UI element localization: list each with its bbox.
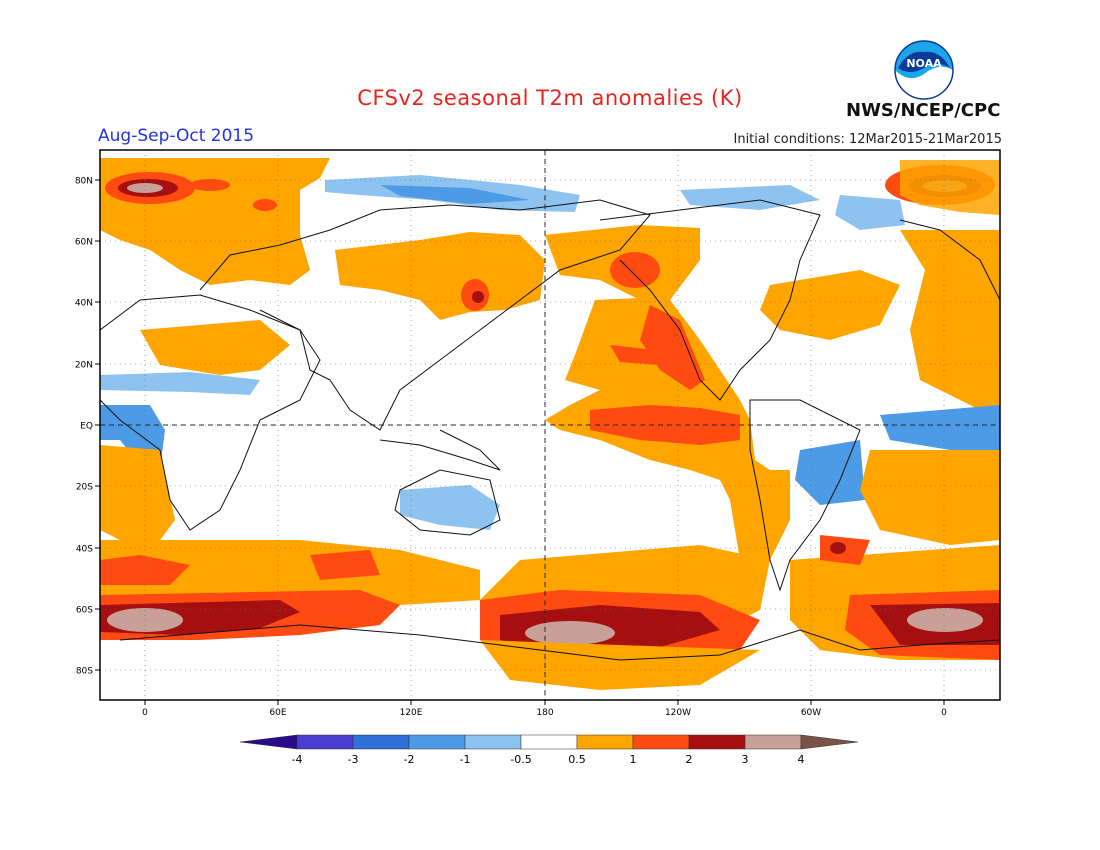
colorbar-label: 2	[686, 753, 693, 766]
colorbar-swatch	[408, 734, 466, 750]
lat-label: 60N	[75, 238, 93, 248]
colorbar-swatch	[352, 734, 410, 750]
anomaly-region	[310, 550, 380, 580]
anomaly-region	[640, 305, 705, 390]
colorbar-label: -0.5	[510, 753, 531, 766]
colorbar-label: -3	[348, 753, 359, 766]
lon-label: 120W	[665, 708, 691, 718]
colorbar-label: 3	[742, 753, 749, 766]
colorbar-swatch	[688, 734, 746, 750]
colorbar-arrow-high	[800, 734, 859, 750]
lat-label: 20N	[75, 361, 93, 371]
anomaly-region	[835, 195, 905, 230]
anomaly-region	[545, 298, 790, 590]
anomaly-region	[610, 252, 660, 288]
anomaly-region	[253, 199, 277, 211]
lat-label: 60S	[76, 606, 93, 616]
map-title: CFSv2 seasonal T2m anomalies (K)	[357, 86, 743, 110]
lon-label: 180	[536, 708, 553, 718]
anomaly-region	[100, 445, 175, 540]
lon-label: 0	[941, 708, 947, 718]
colorbar-label: 4	[798, 753, 805, 766]
initial-conditions: Initial conditions: 12Mar2015-21Mar2015	[733, 132, 1003, 147]
colorbar-swatch	[576, 734, 634, 750]
latitude-labels: 80N 60N 40N 20N EQ 20S 40S 60S 80S	[75, 177, 100, 677]
anomaly-region	[610, 345, 660, 365]
colorbar-label: -4	[292, 753, 303, 766]
anomaly-region	[335, 232, 545, 320]
lat-label: 80S	[76, 667, 93, 677]
anomaly-region	[190, 179, 230, 191]
anomaly-region	[140, 320, 290, 375]
anomaly-region	[100, 372, 260, 395]
anomaly-region	[400, 485, 500, 530]
colorbar-label: -1	[460, 753, 471, 766]
anomaly-region	[880, 405, 1000, 450]
lat-label: 80N	[75, 177, 93, 187]
colorbar-swatch	[744, 734, 802, 750]
anomaly-region	[760, 270, 900, 340]
anomaly-region	[830, 542, 846, 554]
agency-label: NWS/NCEP/CPC	[846, 100, 1001, 121]
lon-label: 0	[142, 708, 148, 718]
anomaly-region	[472, 291, 484, 303]
colorbar-swatch	[632, 734, 690, 750]
colorbar-label: -2	[404, 753, 415, 766]
anomaly-region	[795, 440, 865, 505]
season-label: Aug-Sep-Oct 2015	[98, 126, 255, 146]
anomaly-region	[860, 450, 1000, 545]
colorbar-swatch	[464, 734, 522, 750]
anomaly-region	[480, 640, 760, 690]
lon-label: 60W	[801, 708, 821, 718]
colorbar-label: 0.5	[568, 753, 586, 766]
anomaly-region	[907, 608, 983, 632]
coastlines	[100, 199, 1000, 661]
noaa-logo: NOAA	[894, 40, 954, 100]
anomaly-region	[127, 183, 163, 193]
colorbar-arrow-low	[239, 734, 298, 750]
colorbar-label: 1	[630, 753, 637, 766]
anomaly-region	[380, 185, 530, 204]
lat-label: 40N	[75, 299, 93, 309]
colorbar-swatch	[520, 734, 578, 750]
anomaly-region	[900, 230, 1000, 420]
anomaly-region	[680, 185, 820, 210]
colorbar-swatch	[296, 734, 354, 750]
longitude-labels: 0 60E 120E 180 120W 60W 0	[142, 700, 947, 718]
anomaly-region	[900, 160, 1000, 215]
noaa-logo-text: NOAA	[906, 57, 942, 70]
lat-label: EQ	[80, 422, 93, 432]
anomaly-region	[525, 621, 615, 645]
lat-label: 20S	[76, 483, 93, 493]
lon-label: 120E	[400, 708, 423, 718]
graticule	[100, 150, 1000, 700]
lat-label: 40S	[76, 545, 93, 555]
colorbar-legend: -4 -3 -2 -1 -0.5 0.5 1 2 3 4	[239, 734, 859, 766]
lon-label: 60E	[269, 708, 286, 718]
